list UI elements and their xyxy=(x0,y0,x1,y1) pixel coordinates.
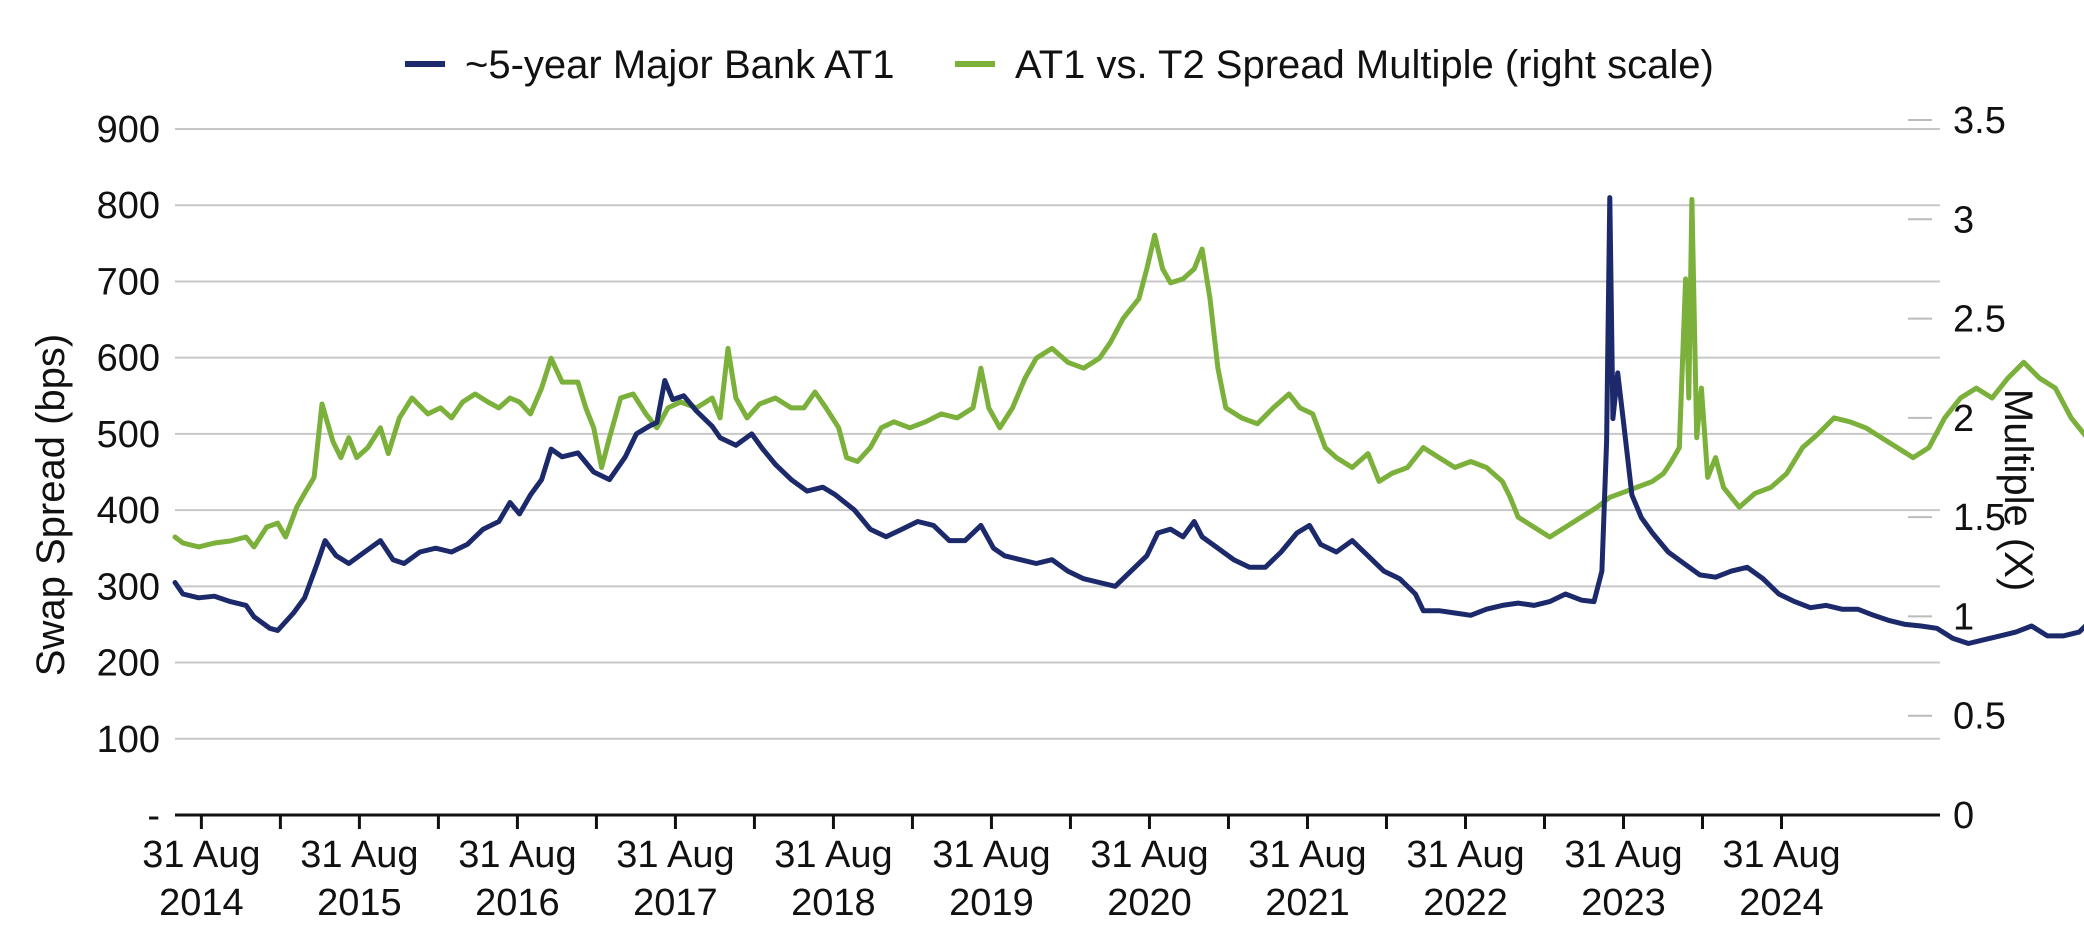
legend-label-multiple: AT1 vs. T2 Spread Multiple (right scale) xyxy=(1015,43,1714,87)
y-right-tick-label: 0 xyxy=(1953,795,1974,837)
y-left-tick-label: 800 xyxy=(97,185,160,227)
y-right-tick-label: 1 xyxy=(1953,596,1974,638)
gridlines xyxy=(175,128,1940,740)
x-tick-label-year: 2023 xyxy=(1581,882,1666,924)
x-tick-label-year: 2021 xyxy=(1265,882,1350,924)
x-tick-label-day: 31 Aug xyxy=(1090,834,1208,876)
x-tick-label-day: 31 Aug xyxy=(300,834,418,876)
x-tick-label-day: 31 Aug xyxy=(1564,834,1682,876)
legend-label-at1: ~5-year Major Bank AT1 xyxy=(465,43,894,87)
x-tick-label-year: 2020 xyxy=(1107,882,1192,924)
y-axis-right-title: Multiple (X) xyxy=(1996,389,2040,591)
x-tick-label-year: 2015 xyxy=(317,882,402,924)
y-left-tick-label: 600 xyxy=(97,338,160,380)
y-axis-left-ticks: - 100 200 300 400 500 600 700 800 900 xyxy=(97,109,160,837)
y-left-tick-label: 700 xyxy=(97,261,160,303)
y-left-tick-label: 300 xyxy=(97,566,160,608)
x-tick-label-year: 2024 xyxy=(1739,882,1824,924)
y-right-tick-label: 1.5 xyxy=(1953,497,2006,539)
x-tick-label-day: 31 Aug xyxy=(458,834,576,876)
x-tick-label-year: 2016 xyxy=(475,882,560,924)
y-right-tick-label: 2.5 xyxy=(1953,299,2006,341)
x-tick-label-day: 31 Aug xyxy=(1406,834,1524,876)
y-axis-left-title: Swap Spread (bps) xyxy=(29,334,73,676)
y-left-tick-label: 100 xyxy=(97,719,160,761)
x-tick-label-day: 31 Aug xyxy=(616,834,734,876)
x-tick-label-year: 2014 xyxy=(159,882,244,924)
y-left-tick-label: - xyxy=(147,795,160,837)
series-lines xyxy=(172,195,2084,646)
y-left-tick-label: 200 xyxy=(97,643,160,685)
y-right-tick-label: 2 xyxy=(1953,398,1974,440)
y-right-tick-label: 3.5 xyxy=(1953,100,2006,142)
y-left-tick-label: 500 xyxy=(97,414,160,456)
x-tick-label-year: 2019 xyxy=(949,882,1034,924)
x-tick-label-year: 2018 xyxy=(791,882,876,924)
y-axis-right-ticks: 0 0.5 1 1.5 2 2.5 3 3.5 xyxy=(1908,100,2006,837)
x-tick-label-day: 31 Aug xyxy=(774,834,892,876)
y-right-tick-label: 3 xyxy=(1953,199,1974,241)
x-axis: 31 Aug 2014 31 Aug 2015 31 Aug 2016 31 Aug 2017… xyxy=(142,813,1940,924)
x-tick-label-day: 31 Aug xyxy=(1248,834,1366,876)
series-line-at1-spread xyxy=(172,195,2084,646)
x-tick-label-day: 31 Aug xyxy=(1722,834,1840,876)
x-tick-label-day: 31 Aug xyxy=(932,834,1050,876)
y-left-tick-label: 900 xyxy=(97,109,160,151)
y-right-tick-label: 0.5 xyxy=(1953,696,2006,738)
x-tick-label-day: 31 Aug xyxy=(142,834,260,876)
legend: ~5-year Major Bank AT1 AT1 vs. T2 Spread… xyxy=(405,43,1714,87)
x-tick-label-year: 2017 xyxy=(633,882,718,924)
y-left-tick-label: 400 xyxy=(97,490,160,532)
series-line-spread-multiple xyxy=(172,196,2084,550)
x-tick-label-year: 2022 xyxy=(1423,882,1508,924)
